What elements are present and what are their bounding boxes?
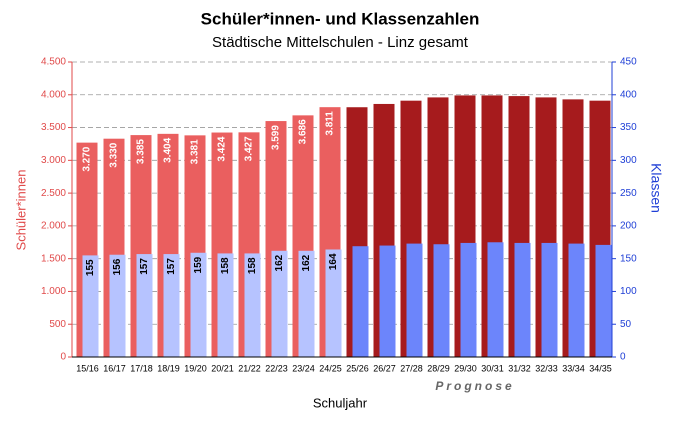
data-label: 162 [274, 254, 285, 271]
bar [190, 252, 207, 357]
data-label: 156 [112, 258, 123, 275]
y2-axis-title: Klassen [648, 163, 664, 213]
data-label: 157 [139, 258, 150, 275]
bar [433, 244, 450, 357]
data-label: 3.330 [109, 142, 120, 167]
bar [136, 254, 153, 357]
x-tick-label: 32/33 [535, 363, 558, 373]
y2-tick-label: 50 [620, 319, 632, 330]
data-label: 162 [301, 254, 312, 271]
bar [460, 242, 477, 357]
bar [82, 255, 99, 357]
bar [325, 249, 342, 357]
bar [352, 246, 369, 357]
bar [379, 245, 396, 357]
y2-tick-label: 300 [620, 155, 637, 166]
bar [541, 242, 558, 357]
x-axis-title: Schuljahr [313, 395, 368, 410]
data-label: 3.404 [163, 137, 174, 162]
annotation: Prognose [435, 379, 514, 393]
data-label: 3.424 [217, 136, 228, 161]
x-tick-label: 20/21 [211, 363, 234, 373]
x-tick-label: 30/31 [481, 363, 504, 373]
bar [514, 242, 531, 357]
x-tick-label: 21/22 [238, 363, 261, 373]
x-tick-label: 27/28 [400, 363, 423, 373]
data-label: 158 [220, 257, 231, 274]
y-axis-title: Schüler*innen [13, 170, 28, 251]
data-label: 3.686 [298, 119, 309, 144]
x-tick-label: 24/25 [319, 363, 342, 373]
y-tick-label: 3.500 [41, 122, 66, 133]
x-tick-label: 16/17 [103, 363, 126, 373]
data-label: 3.599 [271, 125, 282, 150]
x-tick-label: 22/23 [265, 363, 288, 373]
data-label: 3.270 [82, 146, 93, 171]
y2-tick-label: 450 [620, 57, 637, 68]
x-tick-label: 26/27 [373, 363, 396, 373]
y2-tick-label: 350 [620, 122, 637, 133]
data-label: 164 [328, 253, 339, 270]
y2-tick-label: 400 [620, 89, 637, 100]
x-tick-label: 34/35 [589, 363, 612, 373]
x-tick-label: 19/20 [184, 363, 207, 373]
y2-tick-label: 200 [620, 221, 637, 232]
bar [568, 243, 585, 357]
y-tick-label: 1.000 [41, 286, 66, 297]
data-label: 3.811 [325, 111, 336, 136]
y-tick-label: 0 [60, 352, 66, 363]
bar [217, 253, 234, 357]
y-tick-label: 4.500 [41, 57, 66, 68]
x-tick-label: 33/34 [562, 363, 585, 373]
x-tick-label: 29/30 [454, 363, 477, 373]
x-tick-label: 18/19 [157, 363, 180, 373]
data-label: 159 [193, 256, 204, 273]
y-tick-label: 4.000 [41, 89, 66, 100]
data-label: 157 [166, 258, 177, 275]
y-tick-label: 2.500 [41, 188, 66, 199]
bar [298, 250, 315, 357]
x-tick-label: 17/18 [130, 363, 153, 373]
x-tick-label: 23/24 [292, 363, 315, 373]
data-label: 155 [85, 259, 96, 276]
data-label: 158 [247, 257, 258, 274]
y2-tick-label: 0 [620, 352, 626, 363]
bar [244, 253, 261, 357]
y-tick-label: 3.000 [41, 155, 66, 166]
chart-subtitle: Städtische Mittelschulen - Linz gesamt [212, 34, 469, 51]
chart-title: Schüler*innen- und Klassenzahlen [201, 9, 480, 28]
bar [163, 254, 180, 357]
y-tick-label: 2.000 [41, 221, 66, 232]
y2-tick-label: 100 [620, 286, 637, 297]
bar [406, 243, 423, 357]
bar [595, 244, 612, 357]
bar [271, 250, 288, 357]
x-tick-label: 25/26 [346, 363, 369, 373]
y-tick-label: 500 [49, 319, 66, 330]
y-tick-label: 1.500 [41, 253, 66, 264]
bar [109, 254, 126, 357]
x-tick-label: 28/29 [427, 363, 450, 373]
data-label: 3.427 [244, 136, 255, 161]
y2-tick-label: 250 [620, 188, 637, 199]
x-tick-label: 15/16 [76, 363, 99, 373]
data-label: 3.381 [190, 139, 201, 164]
data-label: 3.385 [136, 139, 147, 164]
y2-tick-label: 150 [620, 253, 637, 264]
bar [487, 242, 504, 357]
x-tick-label: 31/32 [508, 363, 531, 373]
